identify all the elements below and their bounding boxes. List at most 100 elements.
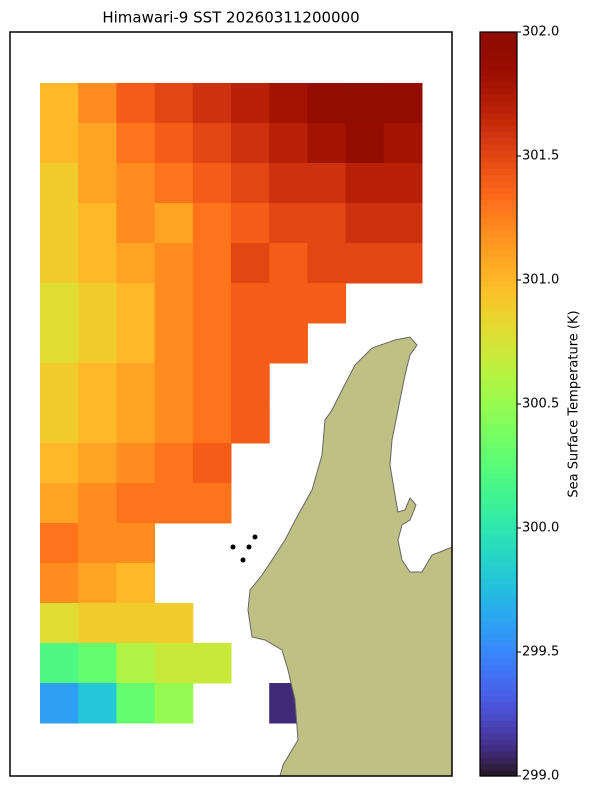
cell (78, 283, 117, 324)
cell (116, 163, 156, 204)
colorbar-step (480, 447, 517, 455)
cell (116, 483, 156, 524)
cell (78, 403, 117, 444)
colorbar-step (480, 540, 517, 548)
cell (154, 243, 194, 284)
station (230, 544, 236, 550)
cell (40, 363, 79, 404)
colorbar-step (480, 162, 517, 169)
cell (116, 243, 156, 284)
colorbar-step (480, 137, 517, 145)
colorbar-step (480, 583, 517, 591)
cell (269, 163, 308, 204)
colorbar-step (480, 614, 517, 622)
cell (154, 483, 194, 524)
colorbar-step (480, 503, 517, 510)
colorbar-step (480, 645, 517, 653)
colorbar-step (480, 379, 517, 386)
colorbar-step (480, 652, 517, 659)
cell (78, 123, 117, 164)
colorbar-step (480, 180, 517, 188)
cell (154, 443, 194, 484)
cell (78, 243, 117, 284)
colorbar-step (480, 317, 517, 324)
colorbar-step (480, 763, 517, 771)
cell (78, 443, 117, 484)
colorbar-step (480, 664, 517, 672)
colorbar-step (480, 205, 517, 213)
colorbar-step (480, 143, 517, 151)
colorbar-step (480, 81, 517, 89)
cell (40, 683, 79, 724)
cell (192, 203, 232, 244)
colorbar-step (480, 769, 517, 777)
colorbar-step (480, 676, 517, 684)
colorbar-step (480, 156, 517, 163)
colorbar-step (480, 304, 517, 312)
land (247, 336, 452, 776)
cell (78, 163, 117, 204)
cell (192, 83, 232, 124)
colorbar-step (480, 472, 517, 479)
colorbar-step (480, 391, 517, 399)
cell (40, 243, 79, 284)
cell (78, 203, 117, 244)
colorbar-step (480, 559, 517, 566)
cell (269, 123, 308, 164)
cell (116, 523, 156, 564)
cell (192, 363, 232, 404)
colorbar-step (480, 397, 517, 405)
cell (116, 603, 156, 644)
colorbar-tick-label: 301.0 (522, 273, 559, 288)
colorbar-step (480, 255, 517, 262)
colorbar-step (480, 435, 517, 442)
cell (345, 83, 385, 124)
colorbar-tick-label: 299.0 (522, 769, 559, 784)
cell (231, 363, 270, 404)
colorbar-step (480, 571, 517, 579)
cell (269, 83, 308, 124)
colorbar-step (480, 720, 517, 727)
colorbar-step (480, 100, 517, 107)
colorbar-step (480, 596, 517, 603)
cell (192, 243, 232, 284)
colorbar-step (480, 342, 517, 349)
colorbar-step (480, 298, 517, 306)
colorbar-step (480, 751, 517, 758)
colorbar-step (480, 360, 517, 368)
colorbar-step (480, 75, 517, 83)
cell (154, 163, 194, 204)
colorbar-step (480, 125, 517, 132)
station (246, 544, 252, 550)
colorbar-step (480, 670, 517, 678)
cell (192, 163, 232, 204)
colorbar-step (480, 292, 517, 300)
cell (78, 363, 117, 404)
colorbar-step (480, 732, 517, 740)
cell (192, 403, 232, 444)
colorbar-step (480, 311, 517, 318)
heatmap (40, 83, 423, 724)
cell (78, 643, 117, 684)
colorbar-label: Sea Surface Temperature (K) (567, 310, 582, 497)
colorbar-step (480, 323, 517, 331)
cell (269, 203, 308, 244)
cell (78, 523, 117, 564)
colorbar-step (480, 38, 517, 45)
chart-title: Himawari-9 SST 20260311200000 (102, 9, 359, 27)
cell (269, 283, 308, 324)
cell (307, 163, 347, 204)
colorbar-step (480, 242, 517, 250)
colorbar-step (480, 738, 517, 746)
colorbar-step (480, 199, 517, 207)
colorbar-step (480, 106, 517, 114)
stations (230, 534, 258, 563)
cell (383, 163, 423, 204)
colorbar-step (480, 577, 517, 585)
cell (116, 443, 156, 484)
cell (345, 163, 385, 204)
cell (383, 203, 423, 244)
colorbar (480, 32, 517, 777)
station (252, 534, 258, 540)
cell (40, 563, 79, 604)
